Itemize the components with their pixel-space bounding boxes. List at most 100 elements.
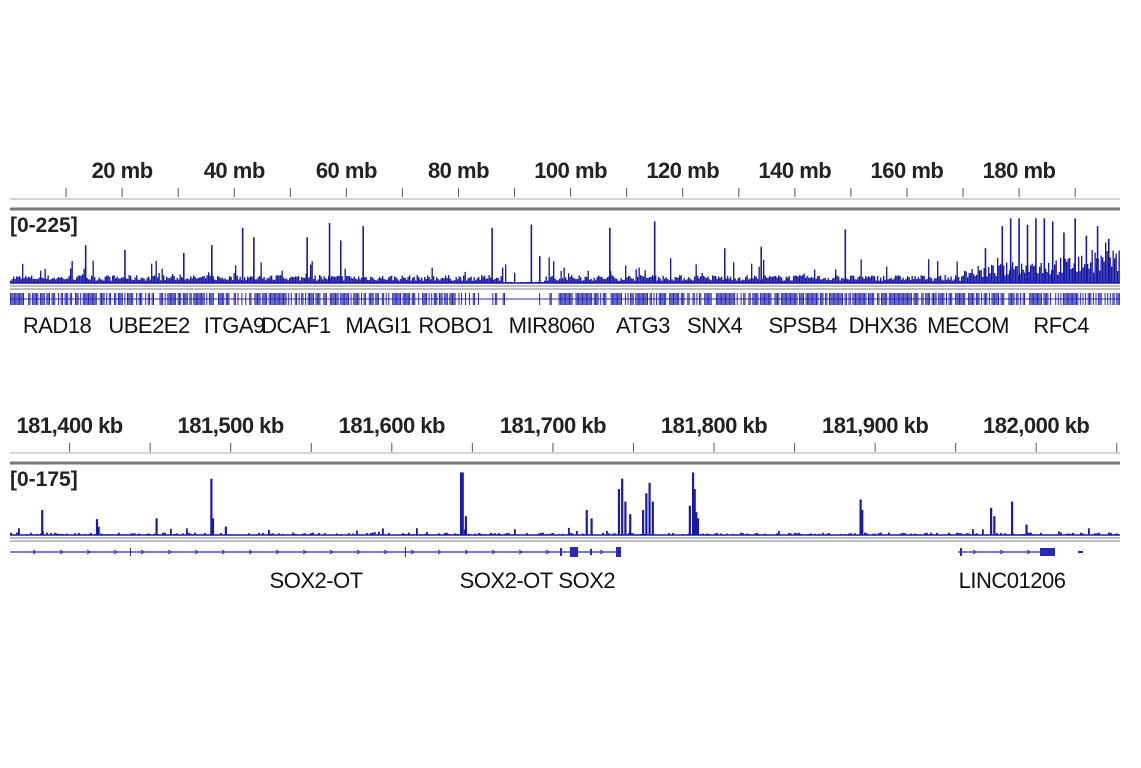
- signal-bar: [74, 279, 76, 283]
- signal-bar: [1064, 258, 1066, 283]
- signal-bar: [833, 277, 835, 283]
- gene-feature: [951, 293, 953, 305]
- gene-feature: [857, 293, 859, 305]
- gene-feature: [124, 293, 126, 305]
- signal-bar: [318, 532, 320, 535]
- gene-feature: [34, 293, 36, 305]
- gene-feature: [790, 293, 791, 305]
- gene-feature: [1112, 293, 1114, 305]
- gene-feature: [613, 293, 615, 305]
- signal-bar: [713, 276, 715, 283]
- signal-bar: [895, 275, 897, 283]
- signal-bar: [13, 276, 15, 283]
- gene-feature: [206, 293, 208, 305]
- signal-bar: [574, 278, 576, 283]
- signal-bar: [70, 268, 72, 283]
- signal-bar: [227, 279, 229, 283]
- gene-feature: [474, 293, 476, 305]
- gene-feature: [193, 293, 195, 305]
- signal-peak: [609, 227, 611, 283]
- signal-bar: [810, 533, 812, 535]
- gene-feature: [1095, 293, 1097, 305]
- gene-feature: [173, 293, 175, 305]
- signal-bar: [1094, 252, 1096, 283]
- signal-bar: [356, 530, 358, 535]
- signal-bar: [458, 276, 460, 283]
- signal-bar: [76, 277, 78, 283]
- signal-bar: [649, 277, 651, 283]
- signal-bar: [766, 277, 768, 283]
- signal-bar: [221, 277, 223, 283]
- signal-bar: [596, 277, 598, 283]
- gene-feature: [406, 293, 408, 305]
- signal-bar: [814, 269, 816, 283]
- gene-feature: [610, 293, 612, 305]
- gene-feature: [1073, 293, 1075, 305]
- signal-bar: [304, 533, 306, 535]
- signal-bar: [1006, 262, 1008, 283]
- signal-bar: [1088, 528, 1090, 535]
- signal-bar: [155, 260, 157, 283]
- signal-bar: [670, 258, 672, 283]
- signal-bar: [809, 277, 811, 283]
- strand-arrow-icon: [1026, 549, 1031, 555]
- signal-bar: [1042, 272, 1044, 283]
- signal-bar: [310, 264, 312, 283]
- gene-feature: [1029, 293, 1031, 305]
- signal-bar: [982, 529, 984, 535]
- gene-feature: [935, 293, 937, 305]
- gene-feature: [342, 293, 344, 305]
- gene-feature: [970, 293, 972, 305]
- signal-bar: [548, 257, 550, 283]
- gene-feature: [423, 293, 425, 305]
- signal-bar: [1076, 271, 1078, 283]
- signal-bar: [416, 528, 418, 535]
- signal-bar: [856, 279, 858, 283]
- signal-bar: [1015, 266, 1017, 283]
- signal-bar: [194, 532, 196, 535]
- gene-feature: [106, 293, 108, 305]
- signal-bar: [544, 280, 546, 283]
- gene-feature: [561, 293, 563, 305]
- signal-peak: [241, 227, 244, 283]
- gene-feature: [728, 293, 730, 305]
- gene-feature: [411, 293, 413, 305]
- gene-feature: [110, 293, 112, 305]
- signal-peak: [1043, 218, 1046, 283]
- signal-bar: [803, 273, 805, 283]
- signal-bar: [1009, 270, 1011, 283]
- signal-bar: [262, 278, 264, 283]
- gene-feature: [632, 293, 634, 305]
- gene-feature: [585, 293, 587, 305]
- gene-feature: [760, 293, 762, 305]
- signal-peak: [617, 489, 621, 535]
- signal-bar: [877, 275, 879, 283]
- gene-feature: [272, 293, 274, 305]
- signal-bar: [164, 279, 166, 283]
- gene-feature: [844, 293, 846, 305]
- signal-bar: [278, 275, 280, 283]
- gene-feature: [363, 293, 365, 305]
- signal-bar: [823, 278, 825, 283]
- gene-feature: [405, 293, 407, 305]
- gene-feature: [908, 293, 910, 305]
- exon: [1040, 548, 1055, 556]
- gene-feature: [1037, 293, 1038, 305]
- gene-feature: [199, 293, 201, 305]
- signal-bar: [572, 277, 574, 283]
- gene-feature: [744, 293, 746, 305]
- exon: [590, 549, 592, 555]
- gene-feature: [388, 293, 390, 305]
- gene-feature: [396, 293, 398, 305]
- signal-bar: [490, 277, 492, 283]
- signal-bar: [964, 270, 966, 283]
- signal-peak: [695, 512, 698, 535]
- signal-bar: [1024, 272, 1026, 283]
- signal-bar: [241, 280, 243, 283]
- signal-bar: [374, 532, 376, 535]
- gene-feature: [264, 293, 266, 305]
- signal-bar: [1039, 266, 1041, 283]
- gene-feature: [764, 293, 765, 305]
- gene-feature: [103, 293, 105, 305]
- signal-bar: [30, 532, 32, 535]
